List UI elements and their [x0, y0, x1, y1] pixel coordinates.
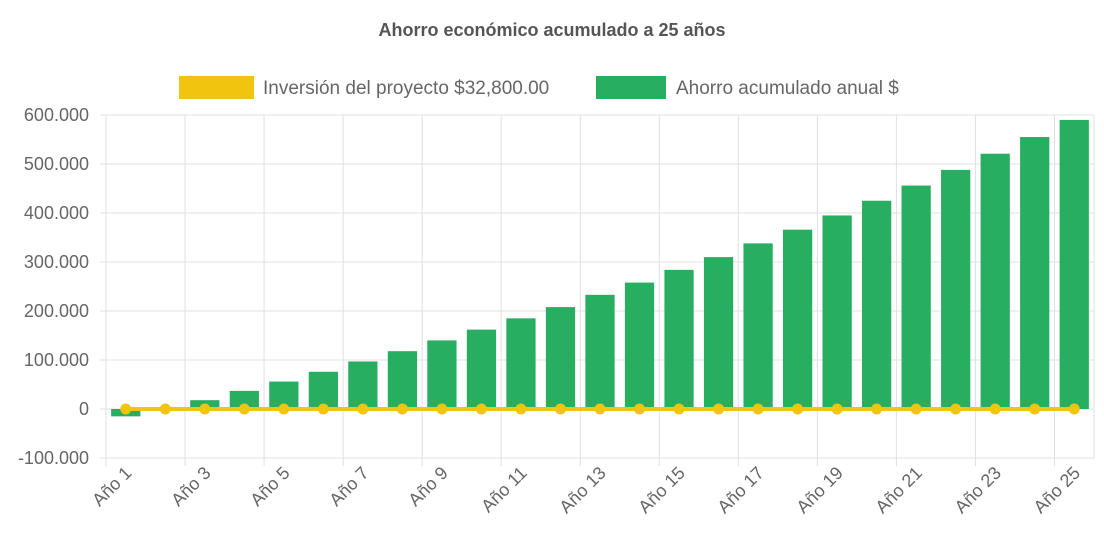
y-tick-label: 100.000: [24, 350, 89, 370]
x-axis-ticks: Año 1 Año 3 Año 5 Año 7 Año 9 Año 11 Año 13 Año…: [88, 463, 1084, 517]
x-tick-label: Año 13: [555, 463, 609, 517]
y-tick-label: 300.000: [24, 252, 89, 272]
y-tick-label: 500.000: [24, 154, 89, 174]
investment-point[interactable]: [713, 403, 725, 415]
legend-swatch-savings: [596, 76, 666, 99]
x-tick-label: Año 11: [477, 463, 531, 517]
investment-point[interactable]: [792, 403, 804, 415]
investment-point[interactable]: [831, 403, 843, 415]
bar-año-16[interactable]: [703, 257, 734, 409]
investment-point[interactable]: [1068, 403, 1080, 415]
bar-año-13[interactable]: [585, 294, 615, 409]
bar-año-14[interactable]: [624, 282, 655, 409]
x-tick-label: Año 21: [871, 463, 925, 517]
x-tick-label: Año 23: [951, 463, 1005, 517]
bar-año-23[interactable]: [980, 153, 1010, 409]
y-tick-label: -100.000: [18, 448, 89, 468]
bar-año-19[interactable]: [822, 215, 852, 409]
bar-año-20[interactable]: [862, 200, 892, 409]
x-tick-label: Año 25: [1030, 463, 1084, 517]
x-tick-label: Año 17: [713, 463, 767, 517]
investment-point[interactable]: [515, 403, 527, 415]
chart-title: Ahorro económico acumulado a 25 años: [378, 20, 725, 40]
legend-item-savings[interactable]: Ahorro acumulado anual $: [596, 76, 899, 99]
bar-año-11[interactable]: [506, 318, 536, 409]
legend-item-investment[interactable]: Inversión del proyecto $32,800.00: [179, 76, 549, 99]
legend: Inversión del proyecto $32,800.00 Ahorro…: [179, 76, 899, 99]
investment-point[interactable]: [950, 403, 962, 415]
investment-point[interactable]: [120, 403, 132, 415]
investment-point[interactable]: [634, 403, 646, 415]
x-tick-label: Año 15: [634, 463, 688, 517]
y-tick-label: 600.000: [24, 105, 89, 125]
investment-point[interactable]: [317, 403, 329, 415]
bar-año-12[interactable]: [545, 307, 576, 409]
legend-swatch-investment: [179, 76, 254, 99]
bar-año-7[interactable]: [348, 361, 378, 409]
investment-point[interactable]: [199, 403, 211, 415]
bar-año-17[interactable]: [743, 243, 773, 409]
investment-line: [120, 403, 1080, 415]
x-tick-label: Año 7: [325, 463, 372, 510]
investment-point[interactable]: [752, 403, 764, 415]
bar-año-8[interactable]: [387, 351, 418, 409]
x-tick-label: Año 9: [404, 463, 451, 510]
x-tick-label: Año 19: [792, 463, 846, 517]
bar-año-22[interactable]: [941, 169, 971, 409]
legend-label-savings: Ahorro acumulado anual $: [676, 78, 899, 99]
y-tick-label: 200.000: [24, 301, 89, 321]
investment-point[interactable]: [871, 403, 883, 415]
y-tick-label: 0: [79, 399, 89, 419]
investment-point[interactable]: [673, 403, 685, 415]
bar-año-6[interactable]: [308, 371, 338, 409]
bar-año-15[interactable]: [664, 269, 694, 409]
investment-point[interactable]: [357, 403, 369, 415]
investment-point[interactable]: [475, 403, 487, 415]
bar-año-10[interactable]: [466, 329, 497, 409]
investment-point[interactable]: [396, 403, 408, 415]
bar-año-18[interactable]: [782, 229, 813, 409]
y-axis-ticks: 600.000 500.000 400.000 300.000 200.000 100.0…: [18, 105, 89, 468]
investment-point[interactable]: [594, 403, 606, 415]
investment-point[interactable]: [278, 403, 290, 415]
investment-point[interactable]: [554, 403, 566, 415]
bar-año-21[interactable]: [901, 185, 931, 409]
bar-año-25[interactable]: [1059, 119, 1089, 410]
x-tick-label: Año 5: [246, 463, 293, 510]
bar-año-9[interactable]: [427, 340, 457, 409]
x-tick-label: Año 3: [167, 463, 214, 510]
investment-point[interactable]: [238, 403, 250, 415]
investment-point[interactable]: [159, 403, 171, 415]
x-tick-label: Año 1: [88, 463, 135, 510]
legend-label-investment: Inversión del proyecto $32,800.00: [263, 78, 549, 99]
bar-año-4[interactable]: [229, 390, 259, 409]
investment-point[interactable]: [1029, 403, 1041, 415]
bar-año-24[interactable]: [1020, 137, 1050, 410]
investment-point[interactable]: [989, 403, 1001, 415]
investment-point[interactable]: [436, 403, 448, 415]
y-tick-label: 400.000: [24, 203, 89, 223]
investment-point[interactable]: [910, 403, 922, 415]
